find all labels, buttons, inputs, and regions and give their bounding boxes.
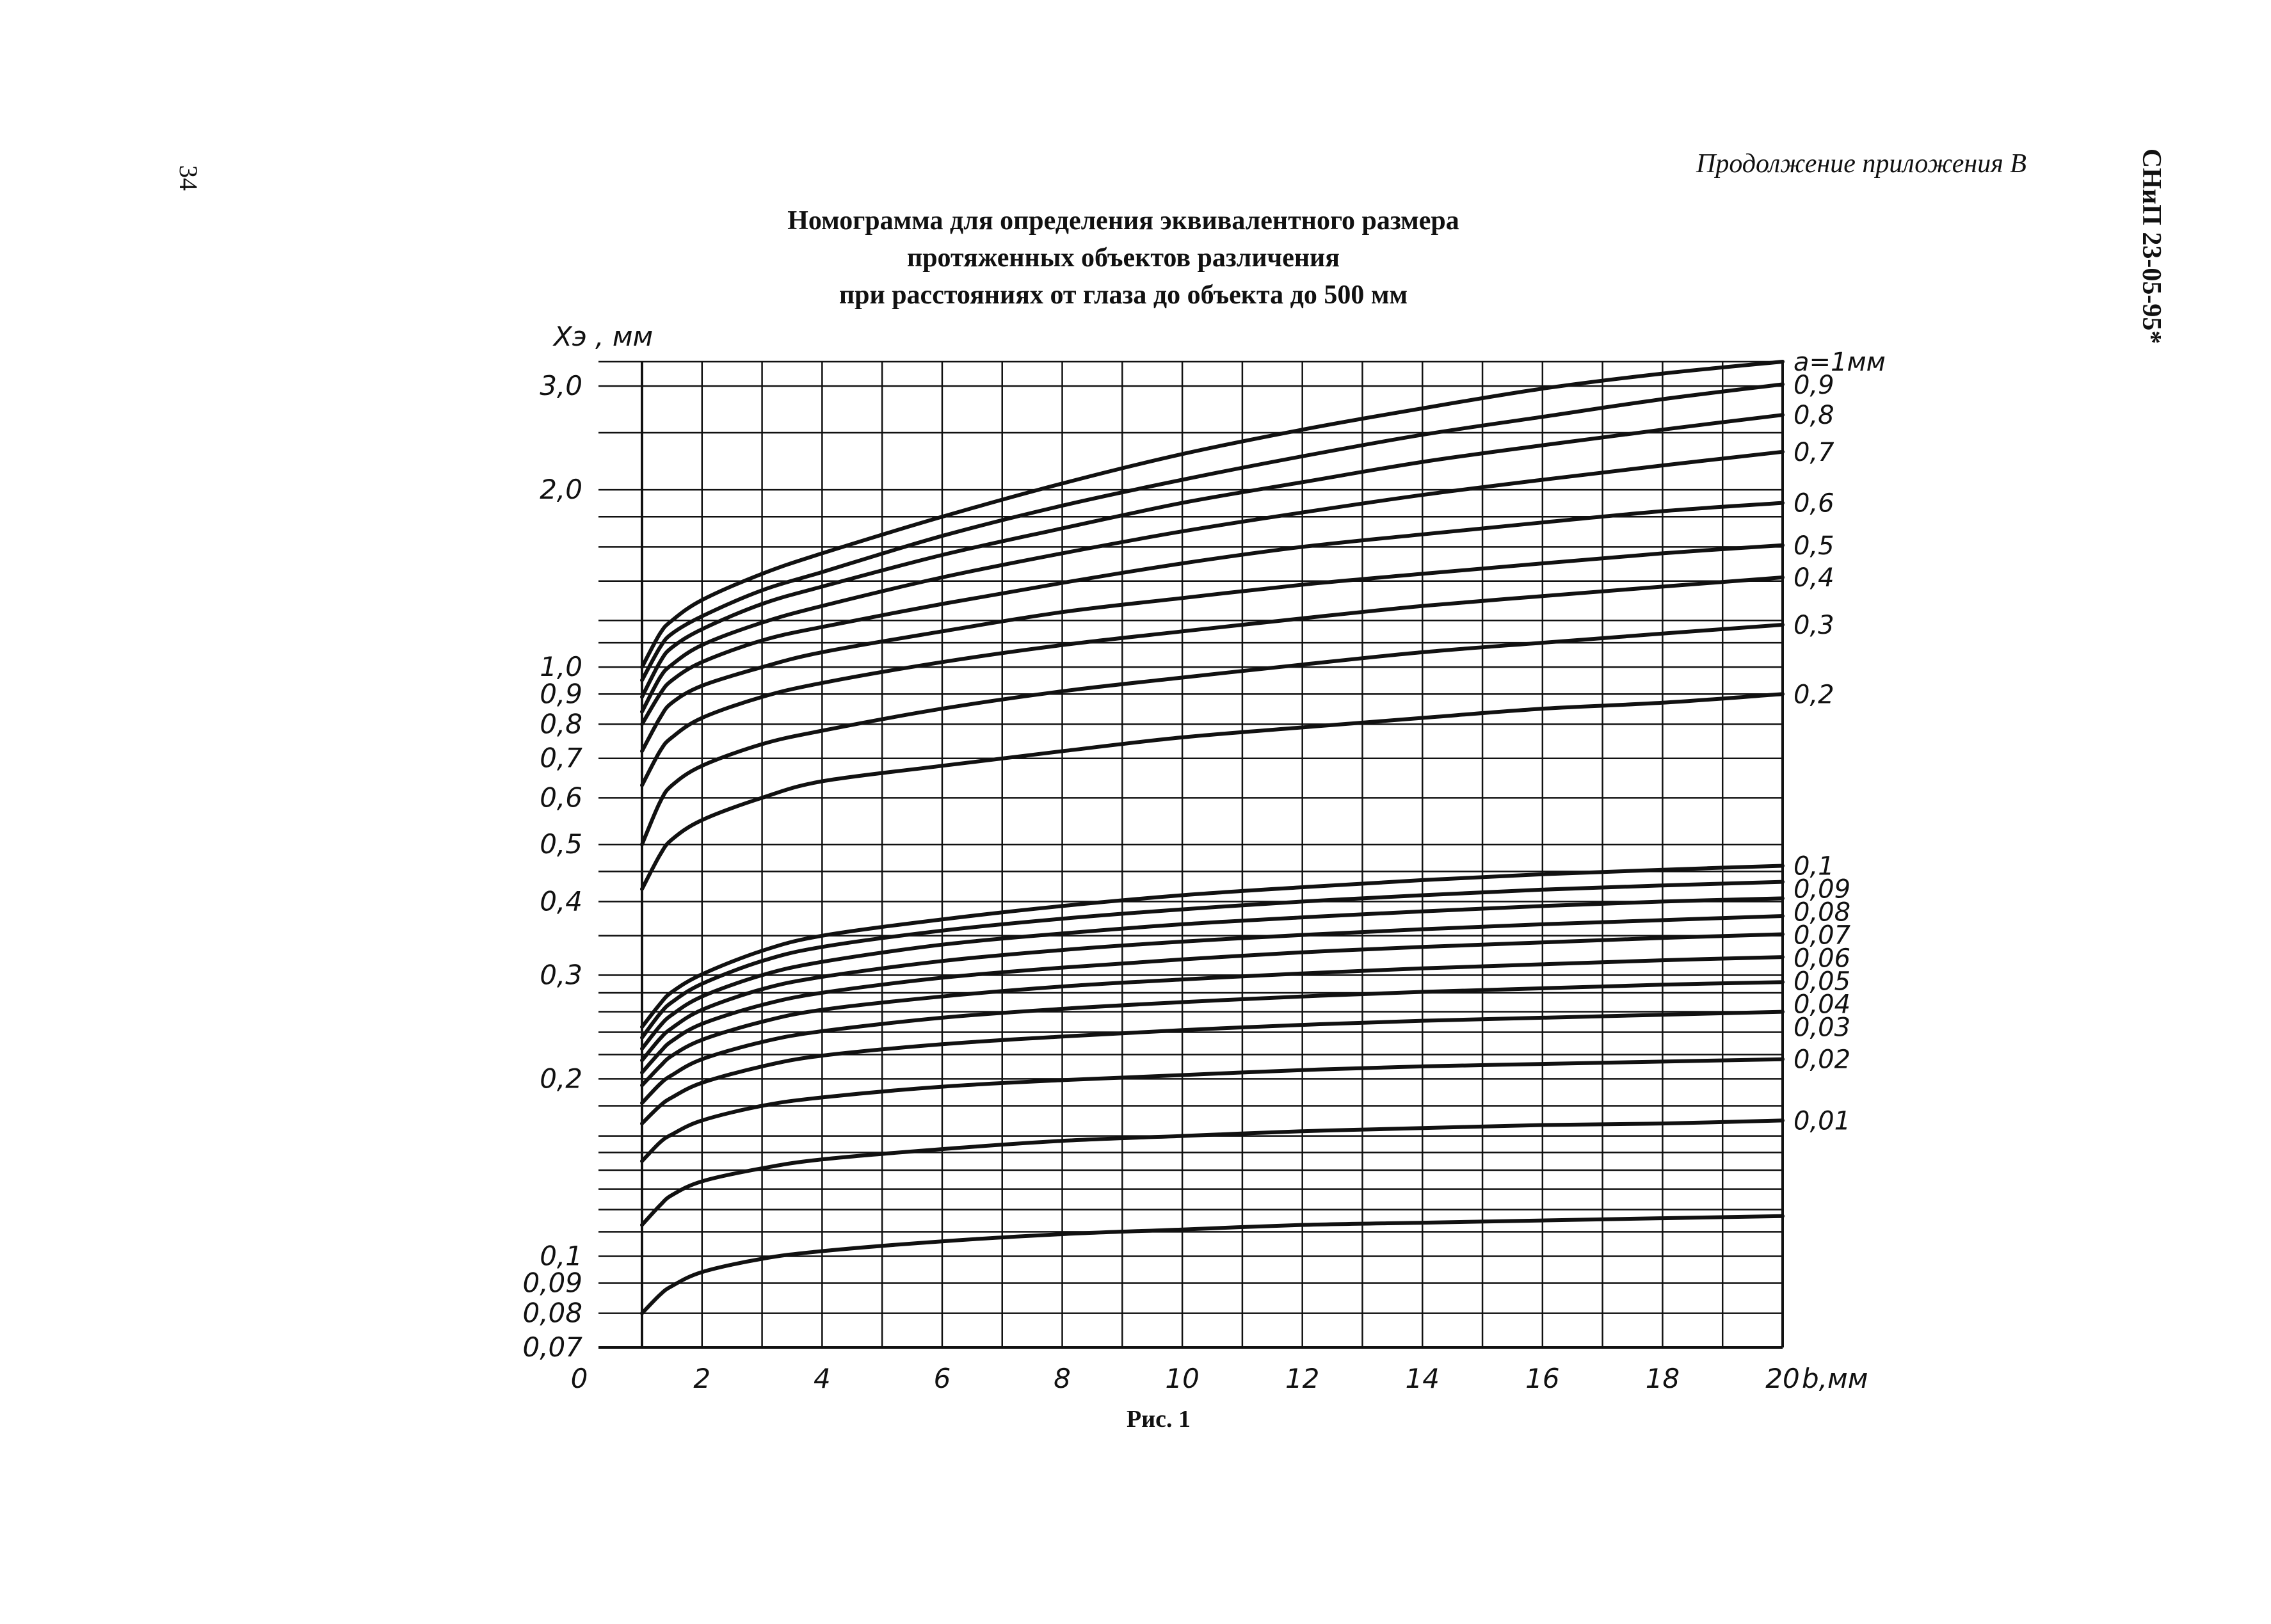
x-tick-label: 4: [814, 1363, 831, 1394]
series-label: 0,05: [1794, 967, 1850, 997]
y-tick-label: 0,09: [522, 1267, 582, 1299]
series-line: [640, 932, 1785, 1075]
series-label: 0,03: [1794, 1013, 1850, 1043]
series-line: [640, 1214, 1785, 1315]
y-tick-label: 2,0: [540, 474, 582, 505]
x-tick-label: 12: [1285, 1363, 1319, 1394]
x-axis-label: b,мм: [1802, 1363, 1868, 1394]
series-label: 0,8: [1794, 401, 1834, 430]
series-label: 0,06: [1794, 944, 1850, 974]
y-tick-label: 0,5: [540, 828, 582, 860]
y-axis-label: Xэ , мм: [552, 321, 653, 352]
y-tick-label: 0,4: [540, 885, 582, 917]
series-label: 0,02: [1794, 1045, 1850, 1075]
series-line: [640, 914, 1785, 1063]
y-tick-label: 0,6: [540, 782, 582, 813]
series-line: [640, 880, 1785, 1040]
series-line: [640, 896, 1785, 1051]
series-label: 0,08: [1794, 898, 1850, 928]
x-tick-label: 2: [693, 1363, 710, 1394]
series-label: 0,07: [1794, 921, 1851, 951]
y-tick-label: 0,08: [522, 1298, 582, 1329]
series-line: [640, 692, 1785, 891]
series-line: [640, 623, 1785, 847]
series-line: [640, 501, 1785, 727]
y-tick-label: 0,3: [540, 959, 582, 990]
y-tick-label: 0,7: [540, 743, 582, 774]
x-tick-label: 6: [934, 1363, 951, 1394]
x-tick-label: 14: [1406, 1363, 1440, 1394]
y-tick-label: 0,8: [540, 708, 582, 739]
labels: 3,02,01,00,90,80,70,60,50,40,30,20,10,09…: [522, 321, 1885, 1394]
x-tick-label: 16: [1525, 1363, 1559, 1394]
series-label: 0,04: [1794, 990, 1850, 1020]
x-tick-label: 18: [1646, 1363, 1680, 1394]
series-line: [640, 543, 1785, 753]
series-line: [640, 413, 1785, 699]
y-tick-label: 1,0: [540, 651, 582, 682]
y-tick-label: 0,9: [540, 678, 582, 709]
series-line: [640, 449, 1785, 714]
series-label: 0,1: [1794, 852, 1834, 881]
series-label: 0,2: [1794, 680, 1834, 709]
curves: [640, 360, 1785, 1315]
x-tick-label: 8: [1054, 1363, 1071, 1394]
x-tick-label: 0: [571, 1363, 588, 1394]
grid: [598, 360, 1784, 1349]
y-tick-label: 0,1: [540, 1240, 582, 1271]
y-tick-label: 0,07: [522, 1331, 582, 1363]
chart-title-line: протяженных объектов различения: [907, 243, 1340, 273]
x-tick-label: 20: [1765, 1363, 1799, 1394]
chart-title-line: Номограмма для определения эквивалентног…: [787, 206, 1459, 236]
series-line: [640, 360, 1785, 670]
continuation-note: Продолжение приложения В: [1696, 149, 2026, 179]
series-line: [640, 1009, 1785, 1126]
figure-caption: Рис. 1: [1127, 1406, 1191, 1433]
series-line: [640, 980, 1785, 1105]
chart-title-line: при расстояниях от глаза до объекта до 5…: [839, 280, 1408, 310]
series-line: [640, 1118, 1785, 1227]
chart-title: Номограмма для определения эквивалентног…: [723, 202, 1523, 314]
series-label: 0,5: [1794, 531, 1834, 561]
series-line: [640, 955, 1785, 1088]
series-label: 0,7: [1794, 438, 1834, 467]
series-label: 0,4: [1794, 563, 1834, 593]
series-label: 0,9: [1794, 371, 1834, 400]
series-label: 0,6: [1794, 489, 1834, 519]
x-tick-label: 10: [1165, 1363, 1199, 1394]
series-label: а=1мм: [1794, 348, 1886, 377]
series-line: [640, 864, 1785, 1029]
y-tick-label: 0,2: [540, 1063, 582, 1094]
series-line: [640, 575, 1785, 787]
series-line: [640, 382, 1785, 682]
series-label: 0,01: [1794, 1106, 1850, 1136]
series-label: 0,3: [1794, 611, 1834, 640]
series-label: 0,09: [1794, 875, 1850, 904]
y-tick-label: 3,0: [540, 370, 582, 401]
series-line: [640, 1057, 1785, 1163]
